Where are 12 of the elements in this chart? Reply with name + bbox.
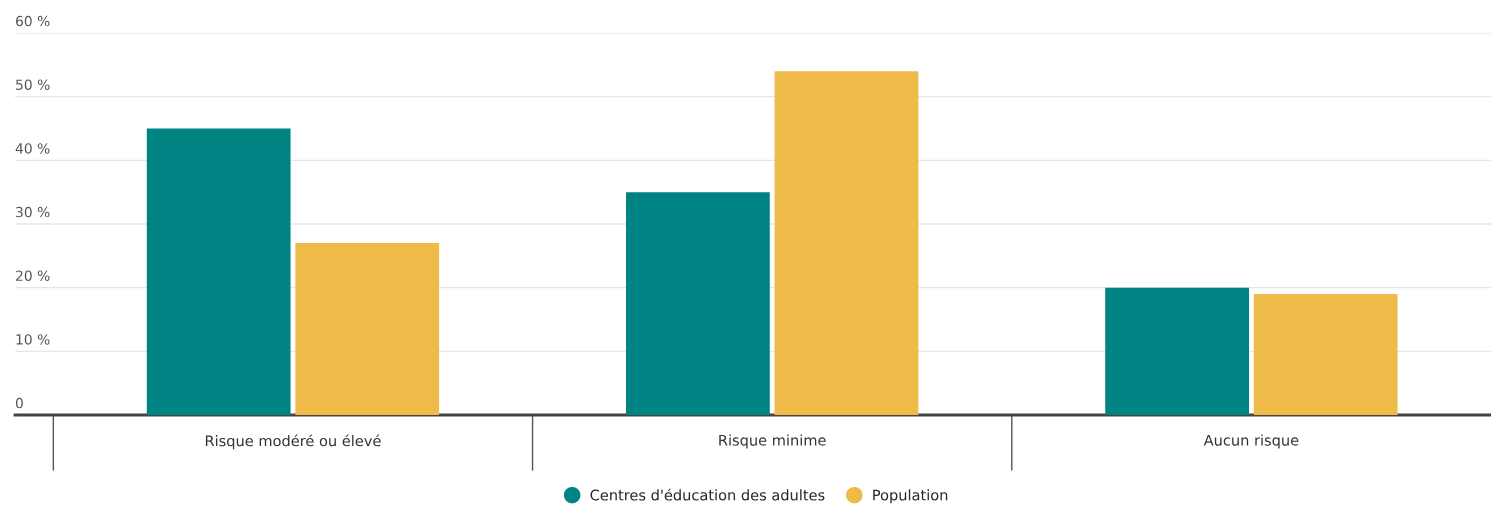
y-tick-label: 50 % <box>16 79 50 90</box>
x-tick-label: Risque modéré ou élevé <box>205 434 381 450</box>
x-tick-label: Risque minime <box>719 434 826 449</box>
y-tick-label: 10 % <box>16 334 50 345</box>
x-tick-label: Aucun risque <box>1203 434 1299 449</box>
y-tick-label: 60 % <box>15 15 50 27</box>
y-tick-label: 0 <box>15 397 23 409</box>
legend-label: Population <box>873 489 948 504</box>
y-tick-label: 20 % <box>16 270 50 281</box>
y-tick-label: 30 % <box>16 206 50 218</box>
legend-label: Centres d'éducation des adultes <box>590 488 825 501</box>
y-tick-label: 40 % <box>15 143 50 154</box>
